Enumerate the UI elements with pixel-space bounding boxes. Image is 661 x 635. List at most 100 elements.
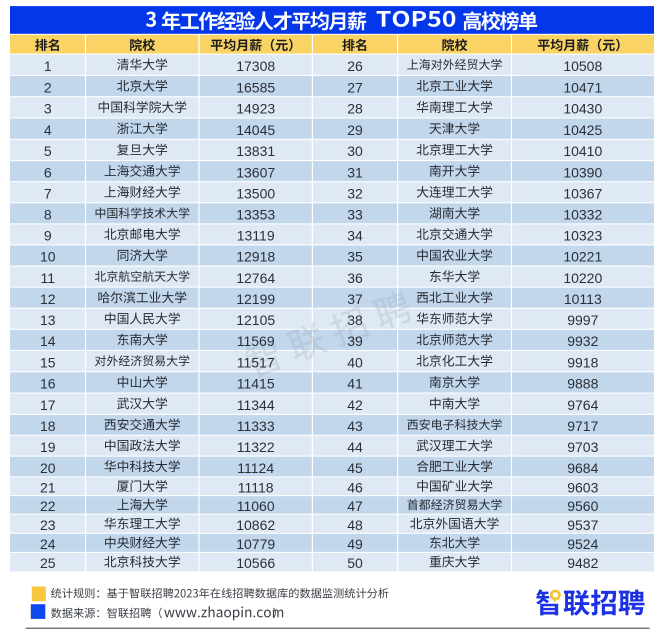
svg-text:1: 1 xyxy=(44,58,52,74)
svg-text:48: 48 xyxy=(347,517,363,533)
svg-text:10220: 10220 xyxy=(563,270,602,286)
svg-text:10862: 10862 xyxy=(236,517,275,533)
svg-text:10430: 10430 xyxy=(563,101,602,117)
svg-text:19: 19 xyxy=(40,439,56,455)
svg-text:9537: 9537 xyxy=(567,517,598,533)
svg-text:49: 49 xyxy=(347,536,363,552)
svg-text:11060: 11060 xyxy=(237,498,275,514)
svg-text:35: 35 xyxy=(347,249,363,265)
svg-text:9: 9 xyxy=(44,228,52,244)
svg-text:14045: 14045 xyxy=(236,122,275,138)
svg-text:15: 15 xyxy=(40,354,56,370)
svg-text:50: 50 xyxy=(347,555,363,571)
svg-text:31: 31 xyxy=(347,164,363,180)
svg-text:21: 21 xyxy=(40,480,56,496)
svg-text:20: 20 xyxy=(40,460,56,476)
svg-text:12764: 12764 xyxy=(236,270,275,286)
svg-text:11124: 11124 xyxy=(237,460,274,476)
svg-text:12199: 12199 xyxy=(236,291,275,307)
svg-text:10: 10 xyxy=(40,249,56,265)
svg-text:13119: 13119 xyxy=(237,228,275,244)
svg-text:10508: 10508 xyxy=(563,58,602,74)
svg-text:13607: 13607 xyxy=(236,164,275,180)
svg-text:16585: 16585 xyxy=(236,79,275,95)
svg-text:17: 17 xyxy=(40,397,56,413)
svg-text:12105: 12105 xyxy=(236,312,275,328)
svg-text:2: 2 xyxy=(44,79,52,95)
svg-text:9684: 9684 xyxy=(567,460,598,476)
svg-text:11322: 11322 xyxy=(237,439,275,455)
svg-text:9524: 9524 xyxy=(567,536,598,552)
svg-text:10332: 10332 xyxy=(563,207,602,223)
svg-text:11333: 11333 xyxy=(237,418,275,434)
svg-text:9603: 9603 xyxy=(567,480,598,496)
svg-text:10323: 10323 xyxy=(563,228,602,244)
svg-text:10367: 10367 xyxy=(563,185,602,201)
svg-text:10779: 10779 xyxy=(236,536,275,552)
svg-text:16: 16 xyxy=(40,376,56,392)
svg-text:39: 39 xyxy=(347,333,363,349)
svg-text:6: 6 xyxy=(44,164,52,180)
svg-text:34: 34 xyxy=(347,228,363,244)
svg-text:9560: 9560 xyxy=(567,498,598,514)
svg-text:11344: 11344 xyxy=(237,397,275,413)
svg-text:30: 30 xyxy=(347,143,363,159)
svg-text:5: 5 xyxy=(44,143,52,159)
svg-text:12: 12 xyxy=(40,291,56,307)
svg-text:10113: 10113 xyxy=(564,291,602,307)
svg-text:11: 11 xyxy=(41,270,56,286)
svg-text:3: 3 xyxy=(44,101,52,117)
svg-text:9918: 9918 xyxy=(567,354,598,370)
svg-text:14923: 14923 xyxy=(236,101,275,117)
svg-text:28: 28 xyxy=(347,101,363,117)
svg-text:10221: 10221 xyxy=(563,249,602,265)
svg-text:10471: 10471 xyxy=(563,79,602,95)
svg-text:11118: 11118 xyxy=(238,480,274,496)
svg-text:29: 29 xyxy=(347,122,363,138)
svg-text:10566: 10566 xyxy=(236,555,275,571)
svg-text:11569: 11569 xyxy=(237,333,275,349)
svg-text:9482: 9482 xyxy=(567,555,598,571)
svg-text:8: 8 xyxy=(44,207,52,223)
svg-text:23: 23 xyxy=(40,517,56,533)
svg-text:14: 14 xyxy=(40,333,56,349)
svg-text:22: 22 xyxy=(40,498,56,514)
svg-text:9764: 9764 xyxy=(567,397,598,413)
svg-text:12918: 12918 xyxy=(236,249,275,265)
svg-text:10410: 10410 xyxy=(563,143,602,159)
svg-text:36: 36 xyxy=(347,270,363,286)
svg-text:45: 45 xyxy=(347,460,363,476)
svg-text:13353: 13353 xyxy=(236,207,275,223)
svg-text:9932: 9932 xyxy=(567,333,598,349)
svg-text:37: 37 xyxy=(347,291,363,307)
svg-text:4: 4 xyxy=(44,122,52,138)
svg-text:10425: 10425 xyxy=(563,122,602,138)
svg-text:26: 26 xyxy=(347,58,363,74)
svg-text:41: 41 xyxy=(347,376,363,392)
svg-text:7: 7 xyxy=(44,185,52,201)
svg-text:47: 47 xyxy=(347,498,363,514)
svg-text:11415: 11415 xyxy=(237,376,275,392)
svg-text:17308: 17308 xyxy=(236,58,275,74)
svg-text:18: 18 xyxy=(40,418,56,434)
svg-text:9717: 9717 xyxy=(567,418,598,434)
svg-text:25: 25 xyxy=(40,555,56,571)
svg-text:40: 40 xyxy=(347,354,363,370)
svg-text:11517: 11517 xyxy=(237,354,275,370)
svg-text:42: 42 xyxy=(347,397,363,413)
svg-text:13500: 13500 xyxy=(236,185,275,201)
svg-text:13831: 13831 xyxy=(236,143,275,159)
svg-text:9703: 9703 xyxy=(567,439,598,455)
svg-text:46: 46 xyxy=(347,480,363,496)
svg-text:32: 32 xyxy=(347,185,363,201)
svg-text:43: 43 xyxy=(347,418,363,434)
svg-text:9997: 9997 xyxy=(567,312,598,328)
svg-text:9888: 9888 xyxy=(567,376,598,392)
svg-text:33: 33 xyxy=(347,207,363,223)
svg-text:13: 13 xyxy=(40,312,56,328)
svg-text:27: 27 xyxy=(347,79,363,95)
svg-text:38: 38 xyxy=(347,312,363,328)
svg-text:10390: 10390 xyxy=(563,164,602,180)
svg-text:44: 44 xyxy=(347,439,363,455)
svg-text:24: 24 xyxy=(40,536,56,552)
